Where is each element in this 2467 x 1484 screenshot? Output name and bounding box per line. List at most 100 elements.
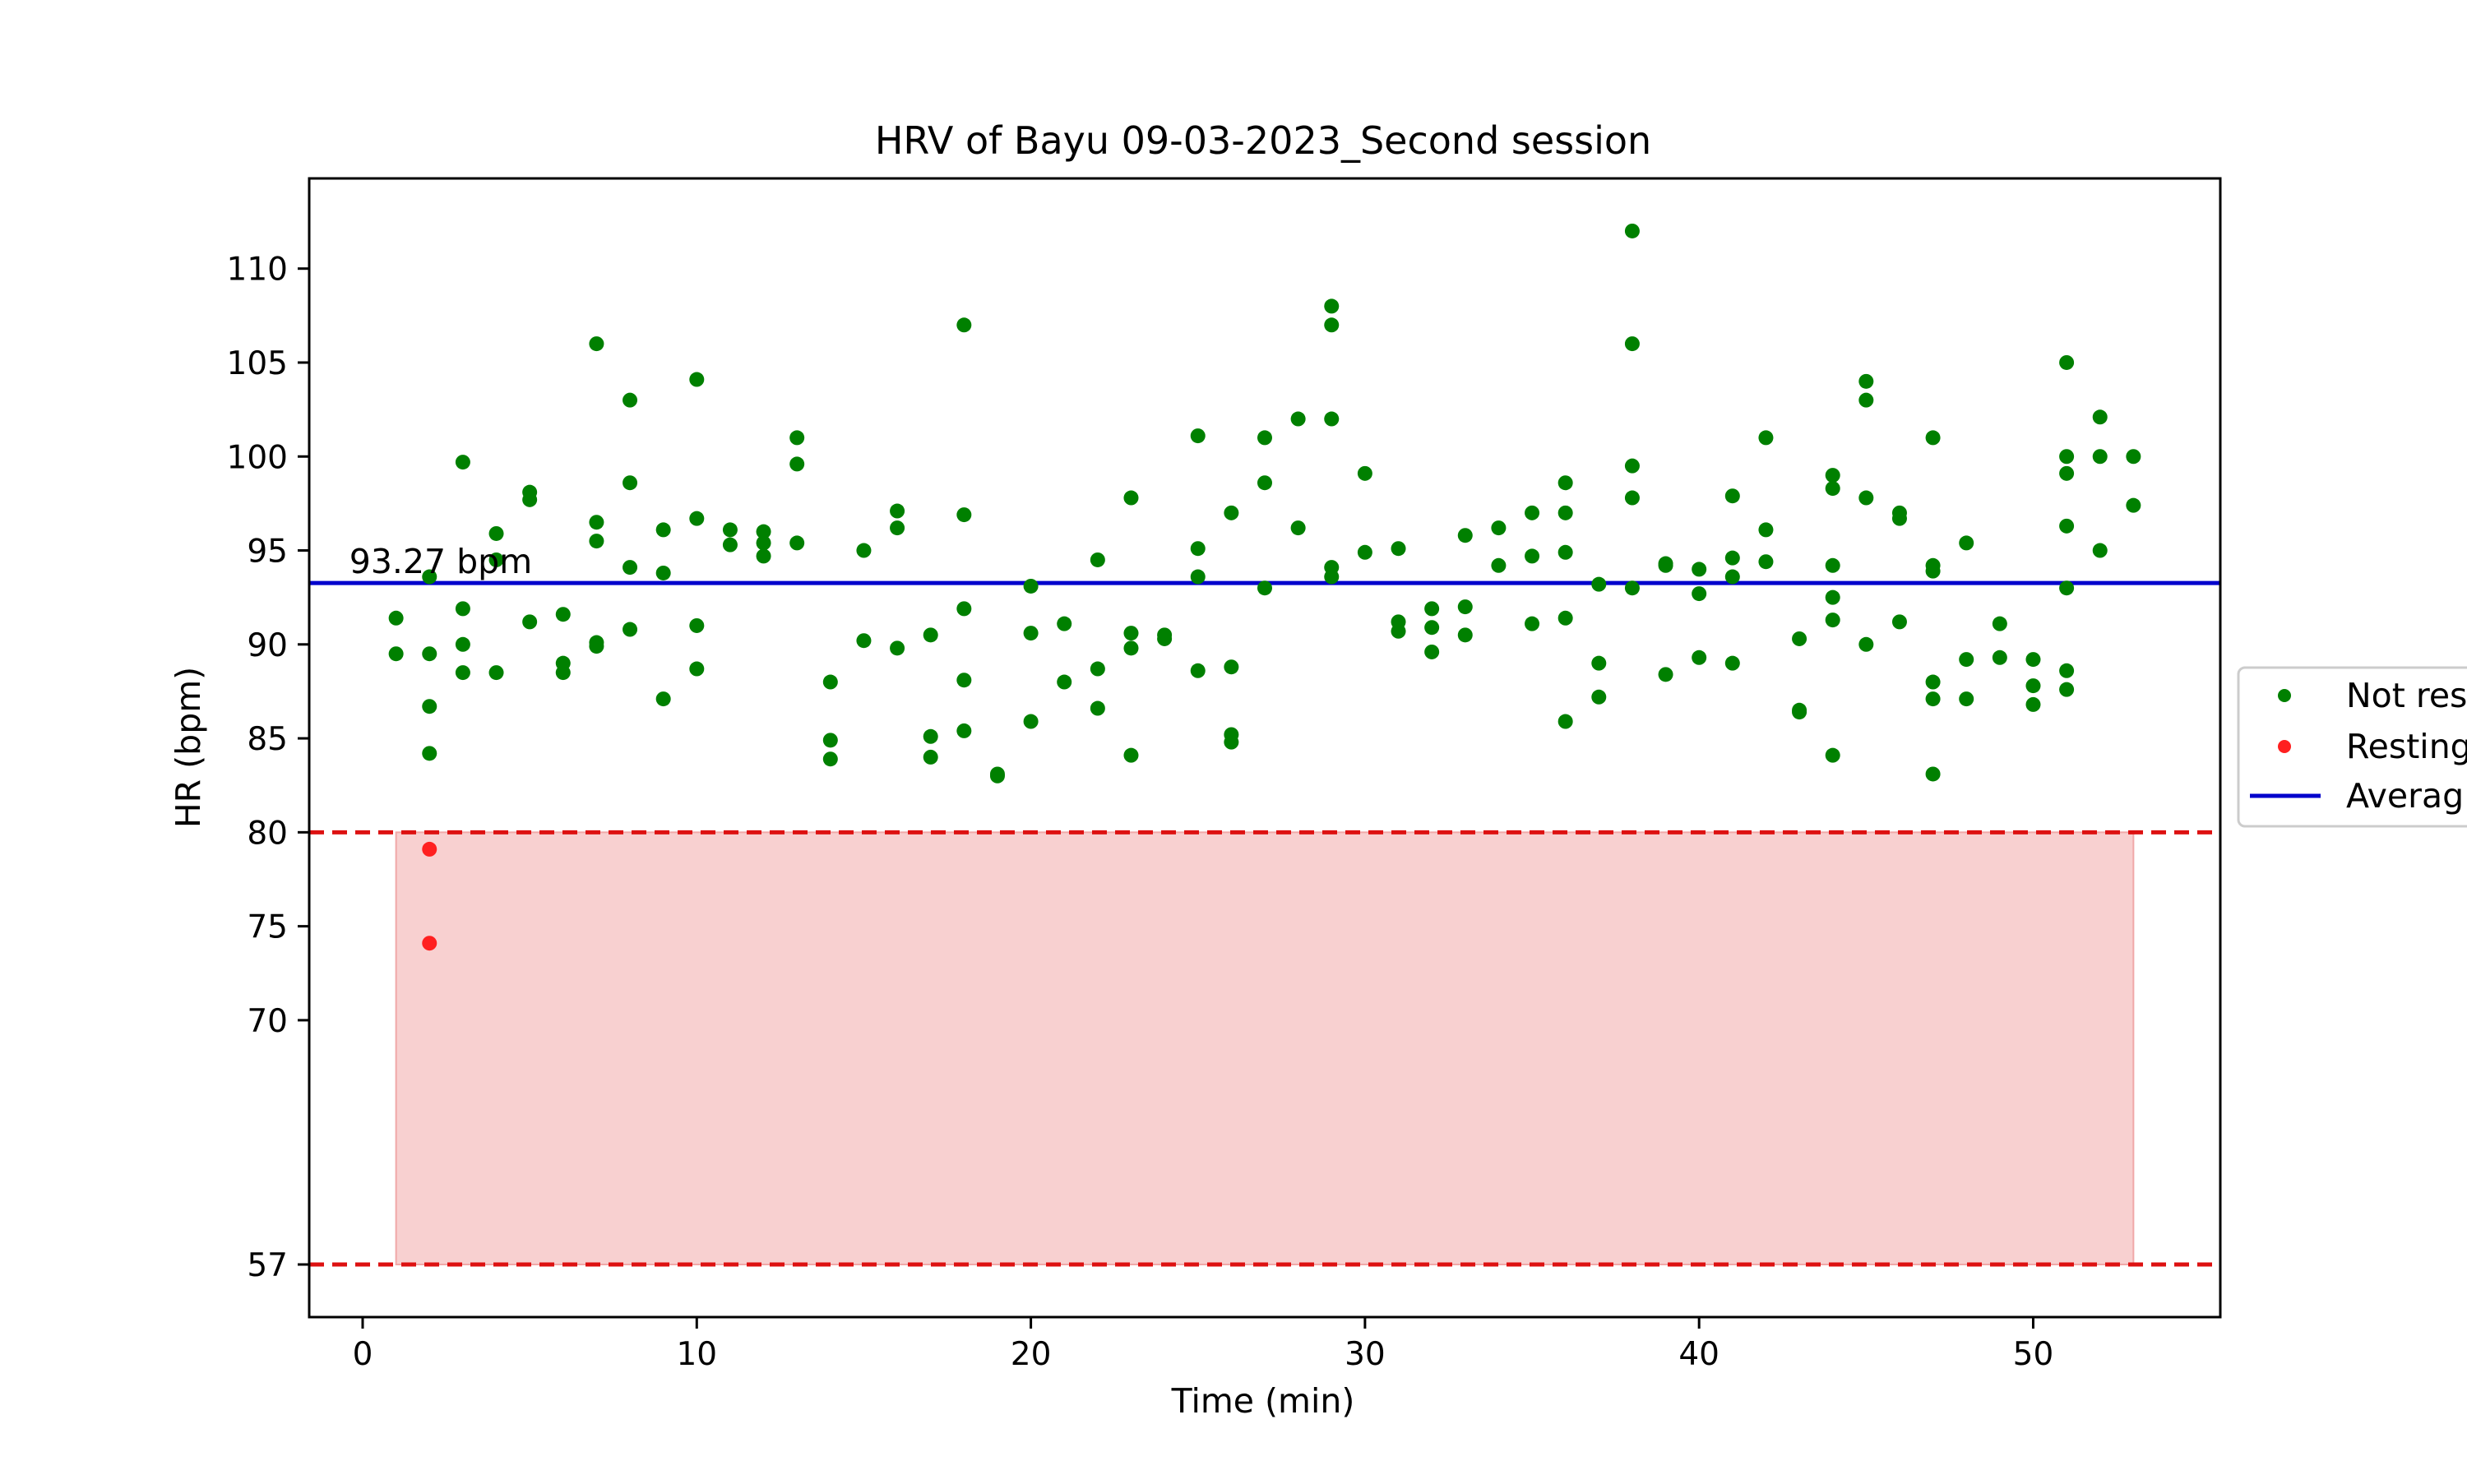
x-tick-label: 0 <box>353 1336 373 1373</box>
data-point-not-resting <box>1557 544 1573 560</box>
data-point-not-resting <box>422 569 437 585</box>
data-point-not-resting <box>1992 650 2007 665</box>
data-point-not-resting <box>1724 550 1740 566</box>
data-point-not-resting <box>388 610 404 626</box>
data-point-not-resting <box>623 392 638 408</box>
data-point-not-resting <box>589 336 604 352</box>
data-point-not-resting <box>689 661 705 677</box>
data-point-not-resting <box>1825 557 1840 573</box>
data-point-not-resting <box>1758 430 1774 446</box>
x-tick-label: 10 <box>676 1336 717 1373</box>
data-point-not-resting <box>1825 468 1840 483</box>
data-point-not-resting <box>856 633 872 649</box>
y-tick-label: 75 <box>247 909 288 946</box>
data-point-not-resting <box>1624 336 1640 352</box>
data-point-not-resting <box>890 503 905 519</box>
data-point-not-resting <box>1825 747 1840 763</box>
data-point-not-resting <box>1123 747 1139 763</box>
data-point-not-resting <box>655 565 671 580</box>
data-point-not-resting <box>1525 505 1540 520</box>
data-point-not-resting <box>689 372 705 387</box>
data-point-not-resting <box>623 560 638 576</box>
data-point-not-resting <box>1591 655 1607 671</box>
data-point-not-resting <box>1157 631 1173 646</box>
data-point-not-resting <box>1257 430 1272 446</box>
data-point-not-resting <box>623 475 638 491</box>
data-point-not-resting <box>1624 580 1640 596</box>
data-point-not-resting <box>1959 535 1974 551</box>
data-point-not-resting <box>2092 409 2108 425</box>
data-point-not-resting <box>1324 298 1340 314</box>
data-point-not-resting <box>2126 497 2141 513</box>
data-point-not-resting <box>1858 490 1874 506</box>
data-point-not-resting <box>1959 691 1974 707</box>
y-tick-label: 95 <box>247 534 288 571</box>
data-point-not-resting <box>822 674 838 690</box>
data-point-not-resting <box>1724 488 1740 504</box>
data-point-not-resting <box>1525 616 1540 631</box>
y-tick-label: 57 <box>247 1247 288 1284</box>
legend-box <box>2237 666 2467 828</box>
data-point-not-resting <box>422 646 437 662</box>
data-point-not-resting <box>923 627 938 643</box>
data-point-not-resting <box>1692 562 1707 577</box>
data-point-not-resting <box>822 733 838 748</box>
data-point-not-resting <box>1224 505 1239 520</box>
data-point-not-resting <box>1692 650 1707 665</box>
data-point-not-resting <box>2059 580 2075 596</box>
x-tick-label: 40 <box>1678 1336 1719 1373</box>
y-tick-label: 100 <box>227 439 288 476</box>
chart-title: HRV of Bayu 09-03-2023_Second session <box>875 118 1651 163</box>
data-point-not-resting <box>555 607 571 622</box>
y-tick-label: 85 <box>247 721 288 758</box>
resting-zone <box>395 831 2135 1266</box>
legend-marker-not-resting <box>2278 689 2291 702</box>
x-tick-label: 20 <box>1011 1336 1052 1373</box>
data-point-not-resting <box>1724 569 1740 585</box>
data-point-not-resting <box>488 525 504 541</box>
x-axis: 0 10 20 30 40 50 <box>353 1317 2053 1373</box>
data-point-not-resting <box>1658 667 1673 682</box>
data-point-not-resting <box>1324 317 1340 333</box>
data-point-not-resting <box>1858 392 1874 408</box>
data-point-not-resting <box>956 723 972 738</box>
data-point-not-resting <box>1090 552 1105 567</box>
data-point-not-resting <box>589 534 604 549</box>
data-point-not-resting <box>1624 458 1640 474</box>
data-point-not-resting <box>1457 528 1473 543</box>
data-point-not-resting <box>2059 682 2075 697</box>
data-point-not-resting <box>589 639 604 654</box>
data-point-not-resting <box>1658 557 1673 573</box>
data-point-not-resting <box>1825 589 1840 605</box>
data-point-not-resting <box>555 665 571 681</box>
y-tick-label: 70 <box>247 1003 288 1040</box>
data-point-not-resting <box>1557 475 1573 491</box>
data-point-not-resting <box>1190 428 1206 444</box>
data-point-not-resting <box>1624 223 1640 238</box>
data-point-not-resting <box>1858 636 1874 652</box>
data-point-not-resting <box>1858 373 1874 389</box>
data-point-not-resting <box>1925 430 1941 446</box>
data-point-not-resting <box>989 768 1005 784</box>
data-point-not-resting <box>1057 674 1072 690</box>
data-point-not-resting <box>2126 449 2141 465</box>
data-point-not-resting <box>455 601 470 617</box>
data-point-not-resting <box>756 548 771 564</box>
data-point-not-resting <box>1692 586 1707 602</box>
data-point-not-resting <box>1357 544 1372 560</box>
data-point-not-resting <box>1825 481 1840 497</box>
data-point-not-resting <box>1925 691 1941 707</box>
y-axis: 57 70 75 80 85 90 95 100 105 110 <box>227 252 309 1284</box>
data-point-not-resting <box>956 601 972 617</box>
data-point-not-resting <box>1224 659 1239 675</box>
data-point-not-resting <box>2025 678 2041 694</box>
data-point-not-resting <box>422 746 437 761</box>
data-point-not-resting <box>455 636 470 652</box>
data-point-not-resting <box>756 535 771 551</box>
data-point-not-resting <box>1357 465 1372 481</box>
data-point-not-resting <box>1491 520 1507 536</box>
data-point-not-resting <box>1190 663 1206 678</box>
y-tick-label: 80 <box>247 815 288 852</box>
data-point-not-resting <box>655 691 671 707</box>
